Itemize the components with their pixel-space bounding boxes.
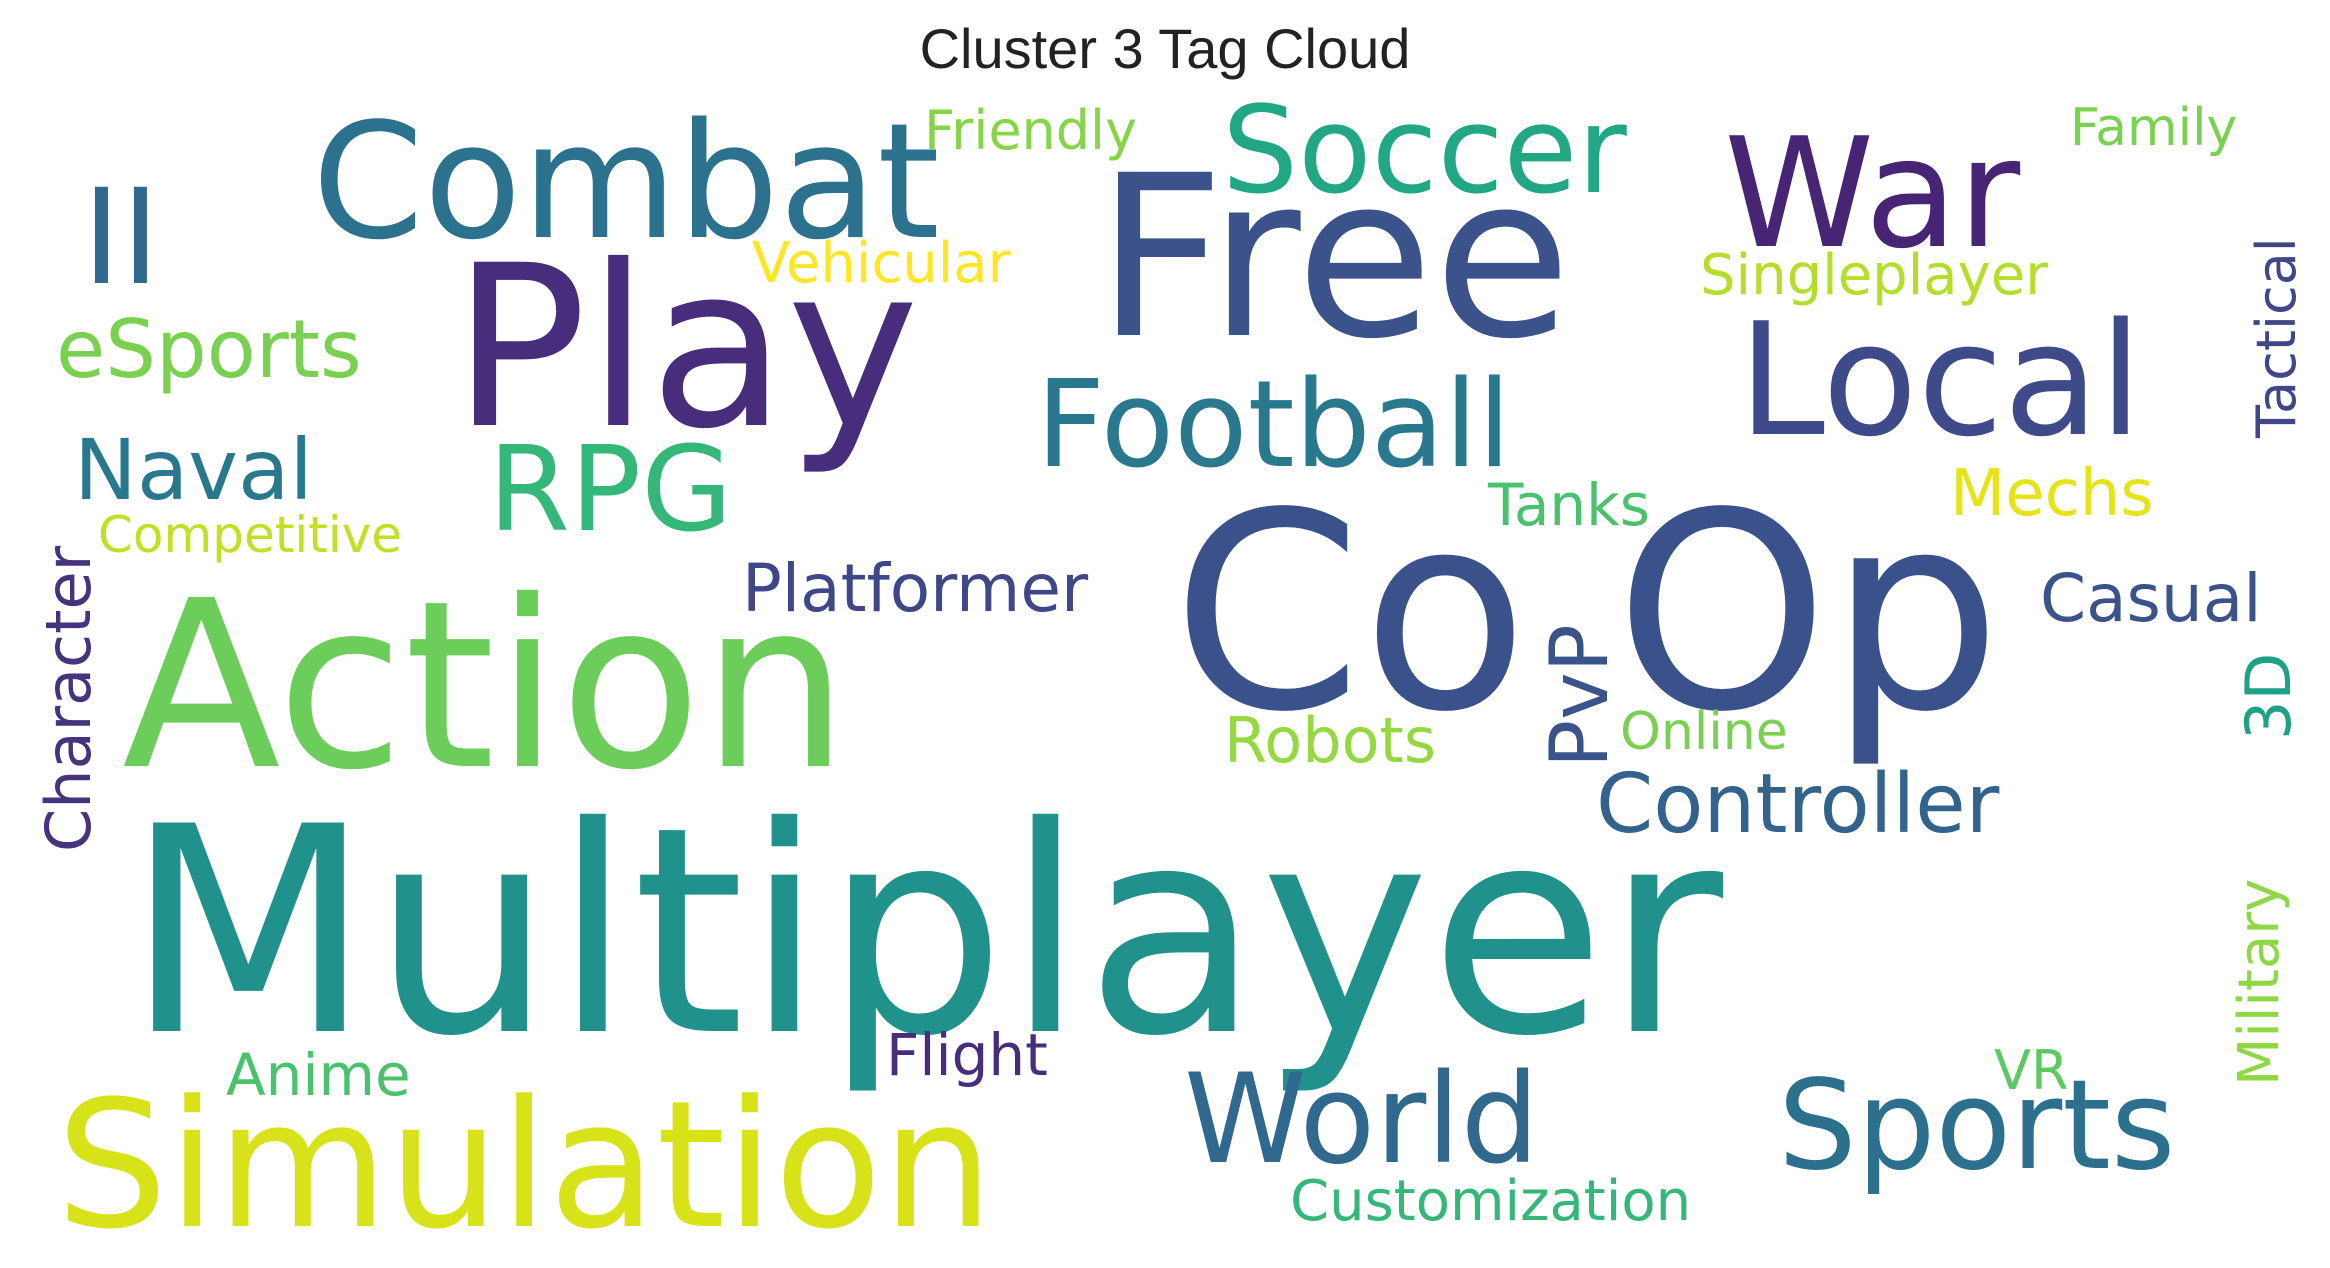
word-esports: eSports [56, 303, 362, 396]
word-platformer: Platformer [742, 550, 1089, 627]
word-singleplayer: Singleplayer [1700, 243, 2049, 308]
word-pvp: PvP [1533, 624, 1626, 768]
word-football: Football [1036, 356, 1512, 495]
word-action: Action [122, 551, 849, 821]
word-3d: 3D [2232, 652, 2305, 740]
word-tactical: Tactical [2245, 237, 2308, 438]
word-vr: VR [1994, 1039, 2069, 1102]
word-local: Local [1738, 289, 2143, 471]
word-free: Free [1096, 127, 1572, 388]
word-competitive: Competitive [98, 506, 403, 564]
word-vehicular: Vehicular [752, 231, 1011, 296]
word-war: War [1724, 105, 2021, 282]
word-family: Family [2070, 98, 2238, 158]
word-customization: Customization [1290, 1169, 1692, 1234]
chart-title: Cluster 3 Tag Cloud [919, 17, 1411, 80]
word-combat: Combat [312, 88, 940, 275]
word-friendly: Friendly [924, 99, 1138, 162]
word-world: World [1184, 1048, 1540, 1192]
word-military: Military [2227, 878, 2292, 1086]
word-flight: Flight [886, 1021, 1048, 1089]
word-sports: Sports [1778, 1054, 2176, 1198]
word-soccer: Soccer [1222, 82, 1627, 221]
word-anime: Anime [226, 1041, 411, 1109]
word-simulation: Simulation [56, 1063, 994, 1268]
word-casual: Casual [2040, 560, 2262, 637]
word-naval: Naval [74, 421, 313, 519]
word-character: Character [32, 545, 105, 852]
word-online: Online [1620, 702, 1788, 762]
word-multiplayer: Multiplayer [125, 767, 1724, 1099]
word-ii: II [82, 161, 160, 315]
word-controller: Controller [1596, 757, 2000, 852]
word-rpg: RPG [488, 420, 733, 558]
word-co-op: Co Op [1172, 456, 2002, 772]
word-play: Play [452, 217, 920, 478]
word-robots: Robots [1224, 704, 1437, 777]
word-tanks: Tanks [1488, 471, 1650, 539]
word-mechs: Mechs [1950, 457, 2154, 531]
